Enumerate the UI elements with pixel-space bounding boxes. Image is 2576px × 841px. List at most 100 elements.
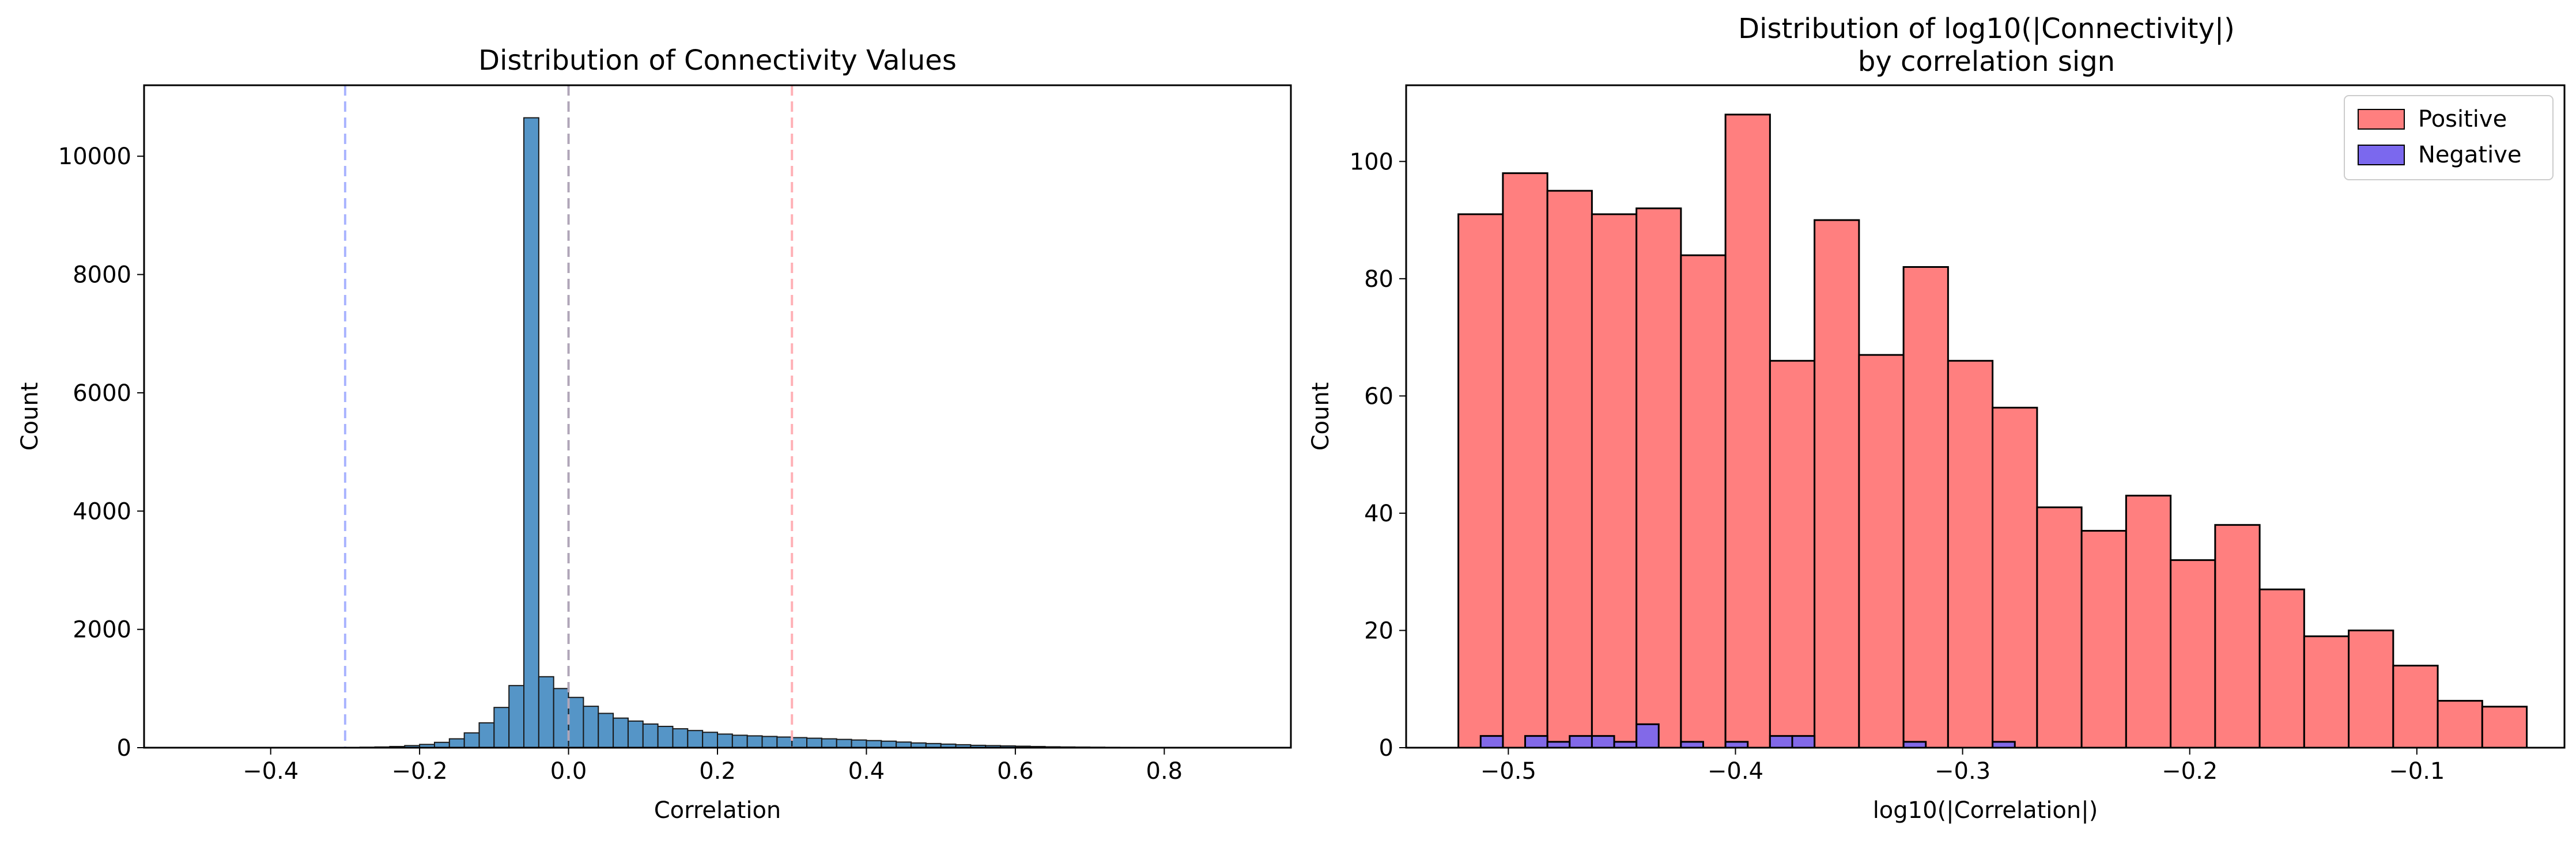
histogram-bar — [1546, 741, 1571, 749]
histogram-bar — [2348, 629, 2394, 749]
histogram-bar — [1791, 735, 1816, 749]
y-axis-ticks: 0 2000 4000 6000 8000 10000 — [58, 143, 144, 762]
histogram-bar — [746, 735, 763, 748]
chart-subtitle: by correlation sign — [1858, 46, 2115, 78]
histogram-bar — [1479, 735, 1504, 749]
x-axis-label: Correlation — [654, 797, 781, 824]
histogram-bar — [1457, 213, 1504, 749]
histogram-bar — [836, 738, 852, 748]
histogram-bar — [776, 736, 793, 748]
histogram-bars — [315, 117, 1195, 749]
histogram-bar — [687, 730, 704, 749]
x-tick-label: 0.4 — [848, 758, 885, 785]
x-tick-label: −0.4 — [1708, 758, 1763, 785]
histogram-bar — [821, 738, 837, 749]
histogram-bar — [448, 738, 465, 749]
y-tick-label: 60 — [1364, 383, 1393, 410]
histogram-bar — [702, 732, 719, 749]
histogram-bar — [1502, 172, 1548, 749]
plot-frame — [143, 84, 1292, 749]
histogram-bar — [2258, 588, 2305, 749]
legend-swatch-negative — [2358, 145, 2405, 165]
histogram-bar — [627, 720, 644, 749]
y-tick-label: 0 — [117, 735, 131, 762]
connectivity-histogram: Distribution of Connectivity Values −0.4… — [17, 44, 1292, 824]
plot-frame — [1405, 84, 2566, 749]
histogram-bar — [717, 733, 733, 748]
histogram-bar — [1636, 207, 1682, 749]
legend-label-positive: Positive — [2418, 106, 2507, 132]
histogram-bar — [478, 722, 495, 748]
histogram-bar — [1992, 407, 2038, 749]
y-axis-ticks: 0 20 40 60 80 100 — [1350, 149, 1406, 762]
histogram-bar — [523, 117, 539, 748]
histogram-bar — [1680, 254, 1727, 749]
histogram-bar — [568, 696, 584, 749]
histogram-bar — [2392, 665, 2439, 749]
histogram-bar — [553, 688, 569, 748]
y-tick-label: 10000 — [58, 143, 131, 170]
x-tick-label: −0.3 — [1935, 758, 1990, 785]
x-axis-ticks: −0.4 −0.2 0.0 0.2 0.4 0.6 0.8 — [243, 748, 1183, 785]
reference-lines — [343, 85, 794, 748]
y-tick-label: 20 — [1364, 618, 1393, 644]
histogram-bar — [508, 685, 525, 748]
y-tick-label: 40 — [1364, 501, 1393, 527]
y-tick-label: 100 — [1350, 149, 1393, 175]
legend-label-negative: Negative — [2418, 142, 2522, 168]
chart-title: Distribution of log10(|Connectivity|) — [1738, 13, 2235, 45]
histogram-bar — [1546, 190, 1593, 749]
x-tick-label: −0.2 — [392, 758, 448, 785]
histogram-bar — [1569, 735, 1593, 749]
x-tick-label: −0.2 — [2162, 758, 2218, 785]
y-tick-label: 2000 — [73, 617, 131, 643]
histogram-bar — [881, 740, 897, 748]
y-axis-label: Count — [17, 382, 43, 451]
histogram-bars — [1457, 113, 2528, 749]
series-positive — [1457, 113, 2528, 749]
log-connectivity-histogram: Distribution of log10(|Connectivity|) by… — [1308, 13, 2566, 824]
x-axis-label: log10(|Correlation|) — [1873, 797, 2098, 824]
histogram-bar — [1524, 735, 1548, 749]
legend: Positive Negative — [2344, 95, 2554, 180]
y-tick-label: 0 — [1379, 735, 1393, 762]
x-tick-label: −0.4 — [243, 758, 299, 785]
histogram-bar — [642, 723, 659, 749]
y-tick-label: 8000 — [73, 262, 131, 289]
histogram-bar — [1591, 735, 1615, 749]
histogram-bar — [2437, 700, 2483, 749]
histogram-bar — [583, 706, 599, 748]
y-tick-label: 80 — [1364, 266, 1393, 293]
histogram-bar — [613, 717, 629, 749]
histogram-bar — [761, 736, 778, 749]
x-tick-label: 0.0 — [550, 758, 587, 785]
legend-swatch-positive — [2358, 109, 2405, 130]
histogram-bar — [493, 707, 510, 749]
histogram-bar — [1947, 359, 1994, 749]
x-tick-label: 0.6 — [997, 758, 1034, 785]
histogram-bar — [1724, 113, 1771, 749]
histogram-bar — [806, 737, 822, 748]
histogram-bar — [1591, 213, 1638, 749]
histogram-bar — [731, 734, 748, 748]
histogram-bar — [598, 713, 614, 748]
histogram-bar — [866, 740, 882, 749]
y-tick-label: 6000 — [73, 380, 131, 407]
histogram-bar — [2080, 529, 2127, 749]
histogram-bar — [1724, 741, 1749, 749]
series-negative — [1479, 723, 2016, 749]
chart-title: Distribution of Connectivity Values — [478, 44, 957, 77]
histogram-bar — [538, 676, 554, 749]
y-tick-label: 4000 — [73, 498, 131, 525]
histogram-bar — [1902, 741, 1927, 749]
histogram-bar — [2481, 706, 2528, 749]
histogram-bar — [1636, 723, 1660, 749]
histogram-bar — [672, 728, 689, 748]
histogram-bar — [2214, 524, 2261, 749]
histogram-bar — [851, 739, 867, 748]
histogram-bar — [1769, 359, 1816, 749]
histogram-bar — [2125, 494, 2172, 749]
x-axis-ticks: −0.5 −0.4 −0.3 −0.2 −0.1 — [1480, 748, 2445, 785]
histogram-bar — [1814, 219, 1860, 749]
